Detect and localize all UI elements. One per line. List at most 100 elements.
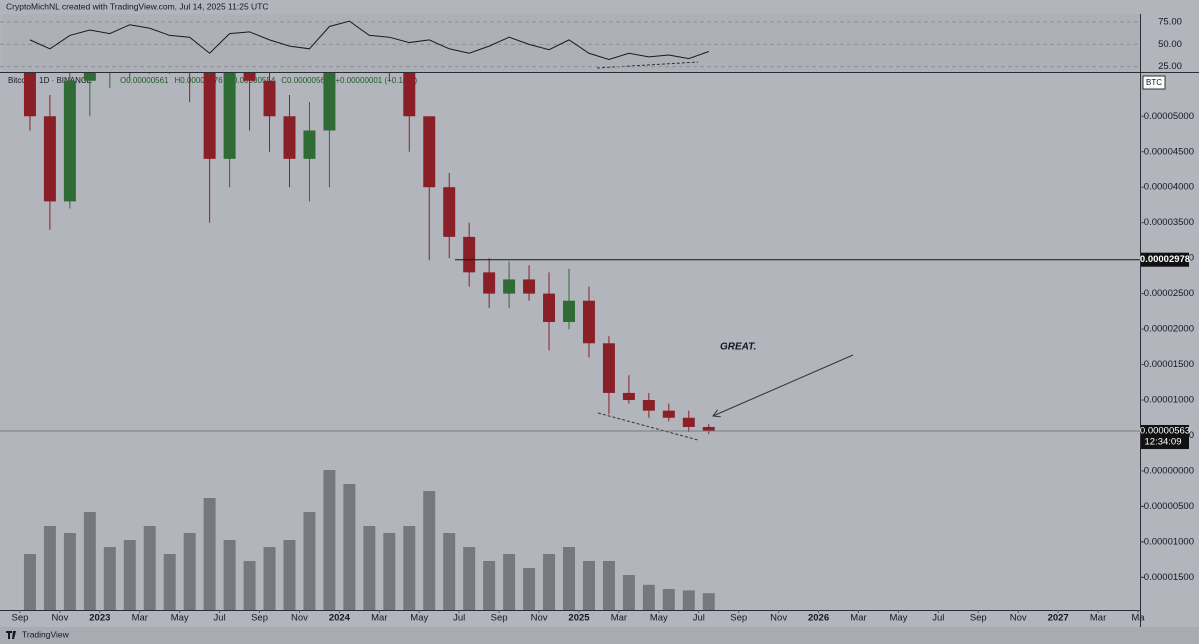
resistance-label: 0.00002978 [1140, 254, 1190, 265]
x-tick-label: 2025 [568, 613, 590, 624]
candle-body [443, 187, 456, 237]
candle-body [523, 279, 536, 294]
x-tick-label: Mar [1090, 613, 1106, 624]
x-tick-label: Sep [491, 613, 508, 624]
volume-bar [383, 533, 396, 610]
candle-body [622, 392, 635, 401]
candle-body [323, 73, 336, 131]
support-trendline [597, 412, 699, 441]
rsi-tick-label: 25.00 [1158, 61, 1182, 72]
candle-body [23, 73, 36, 117]
x-tick-label: Nov [1010, 613, 1027, 624]
ohlc-value: C0.00000563 [281, 76, 330, 85]
x-tick-label: Jul [693, 613, 705, 624]
candle-body [83, 73, 96, 81]
y-tick-label: 0.00001000 [1144, 395, 1194, 406]
logo [6, 631, 16, 639]
rsi-tick-label: 75.00 [1158, 17, 1182, 28]
volume-bar [702, 593, 715, 610]
volume-bar [463, 547, 476, 610]
candle-body [483, 272, 496, 294]
volume-bar [163, 554, 176, 610]
candle-body [602, 343, 615, 393]
volume-bar [443, 533, 456, 610]
x-tick-label: Jul [214, 613, 226, 624]
volume-bar [23, 554, 36, 610]
candle-body [543, 293, 556, 322]
volume-bar [223, 540, 236, 610]
x-tick-label: Mar [611, 613, 627, 624]
y-tick-label: 0.00000000 [1144, 465, 1194, 476]
x-tick-label: Mar [371, 613, 387, 624]
x-tick-label: Jul [453, 613, 465, 624]
candle-body [263, 80, 276, 117]
volume-bar [183, 533, 196, 610]
symbol-legend: Bitcoin · 1D · BINANCE [8, 76, 92, 85]
x-tick-label: May [889, 613, 907, 624]
y-tick-label: 0.00002000 [1144, 324, 1194, 335]
x-tick-label: Nov [770, 613, 787, 624]
main-group [23, 73, 715, 610]
candle-body [43, 116, 56, 202]
volume-bar [283, 540, 296, 610]
ohlc-value: H0.00000576 [175, 76, 224, 85]
rsi-group [29, 20, 709, 61]
volume-bar [43, 526, 56, 610]
ohlc-value: +0.00000001 (+0.18%) [335, 76, 417, 85]
x-tick-label: Sep [970, 613, 987, 624]
x-tick-label: Mar [850, 613, 866, 624]
volume-bar [523, 568, 536, 610]
x-tick-label: May [171, 613, 189, 624]
volume-bar [123, 540, 136, 610]
volume-bar [403, 526, 416, 610]
candle-body [503, 279, 516, 294]
y-tick-label: 0.00004500 [1144, 146, 1194, 157]
credit: CryptoMichNL created with TradingView.co… [6, 1, 269, 11]
volume-bar [642, 584, 655, 610]
candle-body [303, 130, 316, 159]
volume-bar [143, 526, 156, 610]
currency-box [1142, 75, 1166, 90]
y-tick-label: -0.00001500 [1141, 572, 1194, 583]
volume-bar [622, 575, 635, 610]
x-tick-label: 2023 [89, 613, 110, 624]
candle-body [423, 116, 436, 188]
x-tick-label: Sep [730, 613, 747, 624]
volume-bar [263, 547, 276, 610]
candle-body [63, 80, 76, 202]
volume-bar [563, 547, 575, 610]
y-tick-label: -0.00000500 [1141, 501, 1194, 512]
countdown: 12:34:09 [1145, 437, 1182, 448]
volume-bar [423, 491, 436, 610]
candle-body [223, 73, 236, 159]
rsi-pane [2, 14, 1140, 72]
volume-bar [682, 590, 695, 610]
annotation: GREAT. [720, 342, 756, 353]
price-label: 0.00000563 [1140, 426, 1190, 437]
x-tick-label: 2024 [329, 613, 351, 624]
candle-body [563, 300, 575, 322]
y-tick-label: 0.00003500 [1144, 217, 1194, 228]
x-tick-label: Nov [291, 613, 308, 624]
candle-body [283, 116, 296, 159]
volume-bar [543, 554, 556, 610]
volume-bar [582, 561, 595, 610]
volume-bar [363, 526, 376, 610]
x-tick-label: Nov [51, 613, 68, 624]
x-tick-label: Mar [132, 613, 148, 624]
arrow [713, 354, 854, 416]
volume-bar [83, 512, 96, 610]
currency: BTC [1146, 78, 1162, 87]
price-box [1141, 425, 1189, 450]
watermark: TradingView [22, 629, 70, 639]
x-tick-label: May [650, 613, 668, 624]
volume-bar [303, 512, 316, 610]
volume-bar [103, 547, 116, 610]
volume-bar [63, 533, 76, 610]
x-tick-label: Sep [251, 613, 268, 624]
volume-bar [323, 470, 336, 610]
rsi-line [29, 20, 709, 61]
candle-body [662, 410, 675, 418]
